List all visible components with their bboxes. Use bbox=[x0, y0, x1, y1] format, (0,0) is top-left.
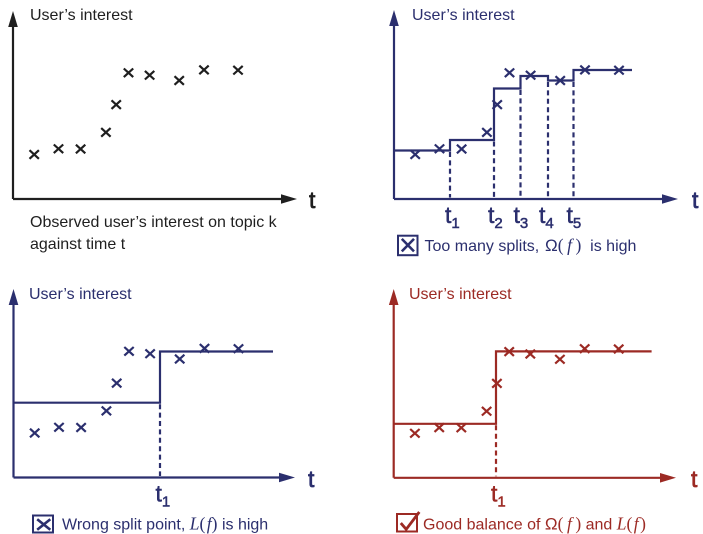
svg-text:t1: t1 bbox=[445, 202, 460, 232]
svg-text:t4: t4 bbox=[539, 202, 554, 232]
svg-text:t1: t1 bbox=[156, 481, 171, 511]
svg-text:t: t bbox=[308, 466, 315, 492]
svg-text:t1: t1 bbox=[491, 481, 506, 511]
svg-text:t3: t3 bbox=[514, 202, 529, 232]
svg-text:Good balance of Ω( f ) and L(: Good balance of Ω( f ) and L( f ) bbox=[423, 514, 646, 534]
svg-text:t: t bbox=[309, 187, 316, 213]
svg-text:t5: t5 bbox=[567, 202, 582, 232]
svg-text:t2: t2 bbox=[488, 202, 503, 232]
svg-text:Observed user’s interest on to: Observed user’s interest on topic k bbox=[30, 214, 278, 231]
svg-text:User’s interest: User’s interest bbox=[30, 7, 133, 24]
svg-text:t: t bbox=[692, 187, 699, 213]
svg-text:against time t: against time t bbox=[30, 236, 126, 253]
svg-text:t: t bbox=[691, 466, 698, 492]
svg-text:User’s interest: User’s interest bbox=[409, 286, 512, 303]
svg-text:Too many splits, Ω( f ) is h: Too many splits, Ω( f ) is high bbox=[425, 235, 637, 255]
svg-text:Wrong split point, L( f) is hi: Wrong split point, L( f) is high bbox=[62, 514, 268, 534]
svg-text:User’s interest: User’s interest bbox=[412, 7, 515, 24]
svg-text:User’s interest: User’s interest bbox=[29, 286, 132, 303]
